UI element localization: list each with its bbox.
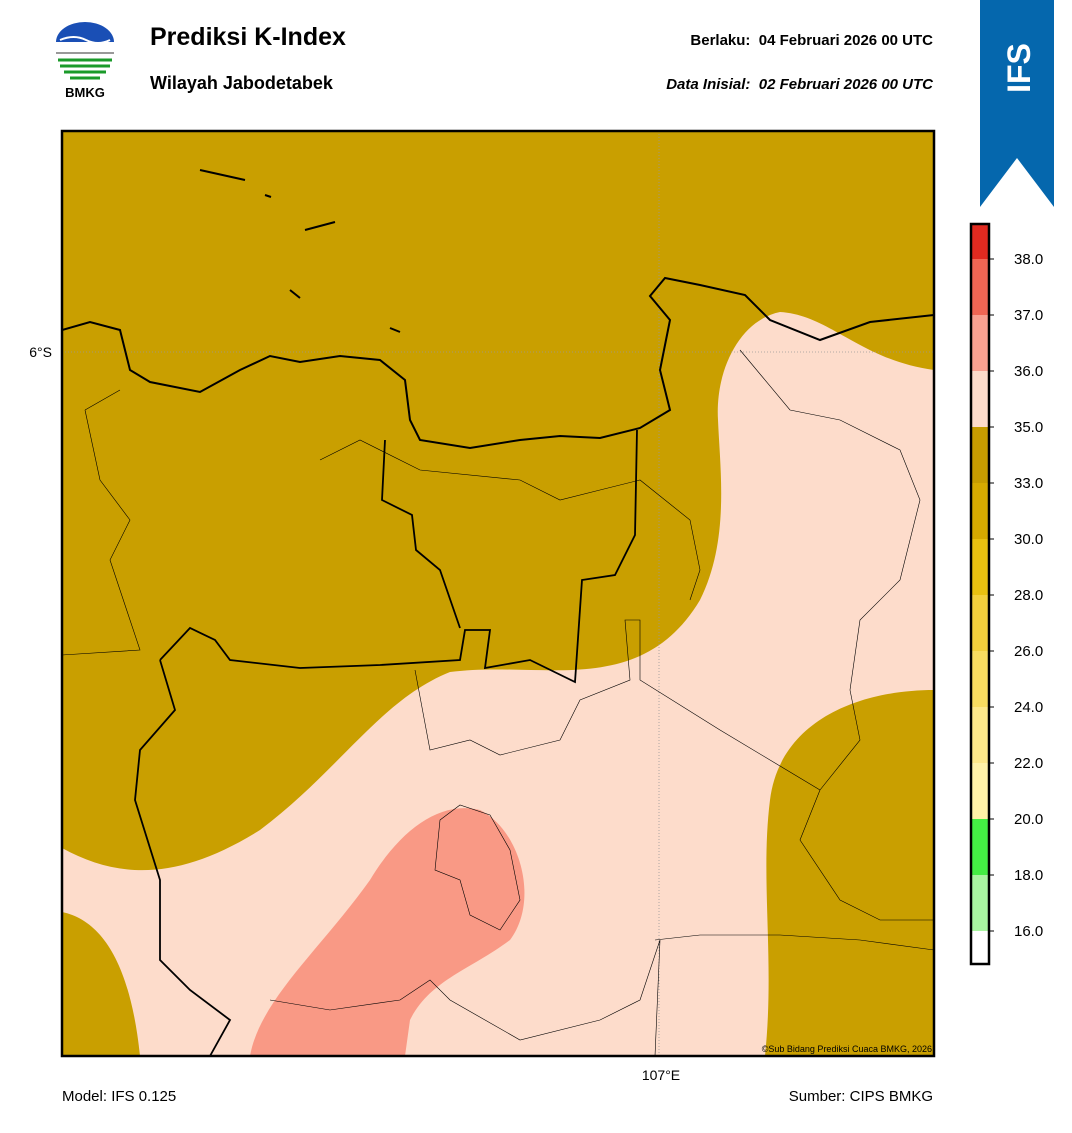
colorbar-tick-label: 33.0	[1014, 475, 1043, 492]
colorbar-tick-label: 18.0	[1014, 867, 1043, 884]
map: 6°S 107°E ©Sub Bidang Prediksi Cuaca BMK…	[29, 129, 936, 1083]
valid-time: Berlaku: 04 Februari 2026 00 UTC	[690, 32, 933, 49]
colorbar-segment	[971, 763, 989, 819]
colorbar-segment	[971, 875, 989, 931]
colorbar-tick-label: 30.0	[1014, 531, 1043, 548]
colorbar-tick-label: 24.0	[1014, 699, 1043, 716]
colorbar-segment	[971, 259, 989, 315]
colorbar-tick-label: 37.0	[1014, 307, 1043, 324]
colorbar-tick-label: 38.0	[1014, 251, 1043, 268]
init-time: Data Inisial: 02 Februari 2026 00 UTC	[666, 76, 934, 93]
colorbar-segment	[971, 931, 989, 964]
colorbar-tick-label: 28.0	[1014, 587, 1043, 604]
logo: BMKG	[56, 22, 114, 100]
title: Prediksi K-Index	[150, 23, 346, 51]
colorbar-segment	[971, 483, 989, 539]
colorbar-tick-label: 16.0	[1014, 923, 1043, 940]
source-label: Sumber: CIPS BMKG	[789, 1088, 933, 1105]
lat-label: 6°S	[29, 344, 52, 360]
colorbar-tick-label: 26.0	[1014, 643, 1043, 660]
colorbar-segment	[971, 651, 989, 707]
lon-label: 107°E	[642, 1067, 680, 1083]
colorbar-segment	[971, 539, 989, 595]
colorbar: 16.0 18.0 20.0 22.0 24.0 26.0 28.0 30.0 33.0 35.0…	[969, 222, 1043, 966]
colorbar-tick-label: 36.0	[1014, 363, 1043, 380]
subtitle: Wilayah Jabodetabek	[150, 73, 334, 93]
badge	[980, 0, 1054, 207]
colorbar-segment	[971, 595, 989, 651]
colorbar-frame	[969, 222, 991, 966]
colorbar-segment	[971, 427, 989, 483]
colorbar-segment	[971, 371, 989, 427]
colorbar-segment	[971, 315, 989, 371]
colorbar-segment	[971, 707, 989, 763]
model-label: Model: IFS 0.125	[62, 1088, 176, 1105]
colorbar-tick-label: 22.0	[1014, 755, 1043, 772]
colorbar-tick-label: 20.0	[1014, 811, 1043, 828]
colorbar-tick-label: 35.0	[1014, 419, 1043, 436]
badge-text: IFS	[1001, 43, 1037, 93]
colorbar-segment	[971, 819, 989, 875]
logo-text: BMKG	[65, 85, 105, 100]
credit: ©Sub Bidang Prediksi Cuaca BMKG, 2026	[762, 1044, 932, 1054]
colorbar-segment	[971, 224, 989, 259]
